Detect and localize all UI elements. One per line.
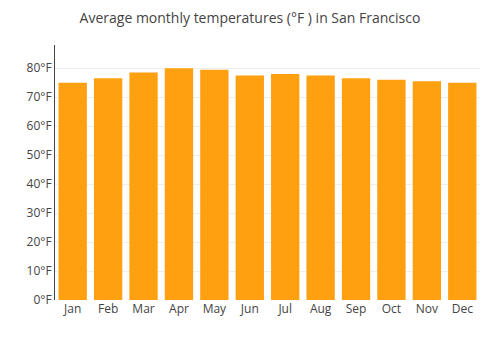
svg-text:Jul: Jul bbox=[277, 300, 292, 317]
svg-text:Apr: Apr bbox=[169, 300, 189, 317]
svg-text:Dec: Dec bbox=[452, 300, 473, 317]
svg-text:Sep: Sep bbox=[346, 300, 367, 317]
svg-text:30°F: 30°F bbox=[27, 204, 52, 221]
svg-text:40°F: 40°F bbox=[27, 175, 52, 192]
svg-text:Mar: Mar bbox=[132, 300, 154, 317]
svg-text:Aug: Aug bbox=[310, 300, 332, 317]
svg-text:Jan: Jan bbox=[63, 300, 81, 317]
svg-text:70°F: 70°F bbox=[27, 88, 52, 105]
svg-text:20°F: 20°F bbox=[27, 233, 52, 250]
svg-text:Jun: Jun bbox=[240, 300, 259, 317]
svg-text:May: May bbox=[203, 300, 227, 317]
svg-text:Nov: Nov bbox=[416, 300, 438, 317]
svg-text:Average monthly temperatures (: Average monthly temperatures (°F ) in Sa… bbox=[80, 8, 421, 27]
svg-text:50°F: 50°F bbox=[27, 146, 52, 163]
svg-text:80°F: 80°F bbox=[27, 59, 52, 76]
svg-text:60°F: 60°F bbox=[27, 117, 52, 134]
svg-text:Oct: Oct bbox=[382, 300, 401, 317]
svg-text:0°F: 0°F bbox=[33, 291, 51, 308]
svg-text:10°F: 10°F bbox=[27, 262, 52, 279]
svg-text:Feb: Feb bbox=[98, 300, 118, 317]
